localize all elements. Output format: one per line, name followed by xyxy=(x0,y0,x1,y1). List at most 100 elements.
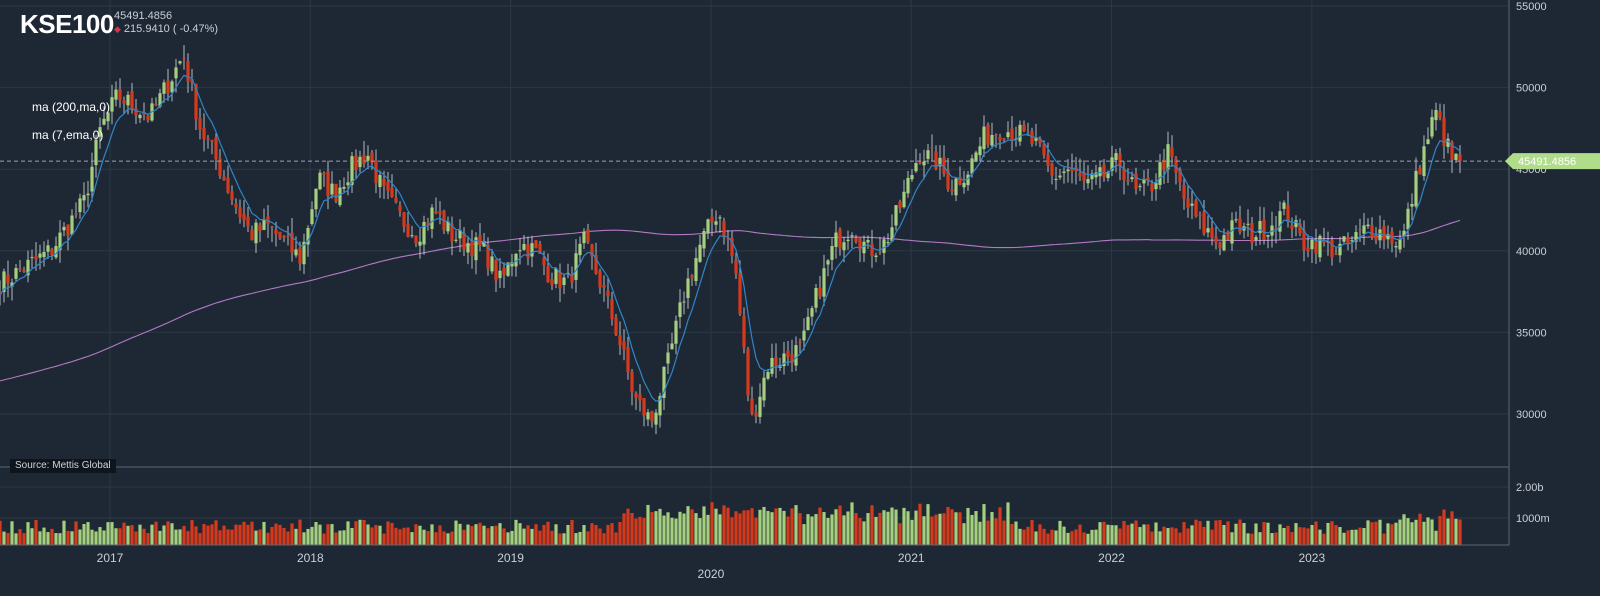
candle-body xyxy=(282,236,286,238)
candle-body xyxy=(846,239,850,242)
volume-bar xyxy=(1230,532,1234,545)
candle-body xyxy=(234,203,238,208)
volume-bar xyxy=(1310,524,1314,545)
volume-bar xyxy=(1458,519,1462,545)
volume-bar xyxy=(246,524,250,545)
candle-body xyxy=(774,357,778,366)
volume-bar xyxy=(1058,520,1062,545)
candle-body xyxy=(238,207,242,218)
volume-bar xyxy=(70,531,74,545)
volume-bar xyxy=(958,512,962,545)
candle-body xyxy=(934,151,938,170)
candle-body xyxy=(1402,230,1406,236)
volume-bar xyxy=(1234,523,1238,545)
candle-body xyxy=(294,249,298,256)
candle-body xyxy=(970,158,974,174)
candle-body xyxy=(798,341,802,343)
candle-body xyxy=(1102,164,1106,177)
candle-body xyxy=(1046,154,1050,166)
volume-bar xyxy=(118,528,122,545)
volume-bar xyxy=(1198,521,1202,545)
price-tag-label: 45491.4856 xyxy=(1518,156,1576,168)
candle-body xyxy=(1290,225,1294,229)
volume-bar xyxy=(1438,516,1442,545)
candle-body xyxy=(190,78,194,83)
candle-body xyxy=(286,235,290,237)
volume-bar xyxy=(518,523,522,545)
candle-body xyxy=(1114,153,1118,160)
volume-bar xyxy=(962,523,966,545)
volume-bar xyxy=(1126,524,1130,545)
volume-bar xyxy=(1006,502,1010,545)
volume-bar xyxy=(706,514,710,545)
candle-body xyxy=(794,345,798,366)
volume-bar xyxy=(598,528,602,545)
volume-bar xyxy=(270,526,274,545)
volume-bar xyxy=(1422,521,1426,545)
volume-bar xyxy=(714,508,718,545)
candle-body xyxy=(562,277,566,286)
candle-body xyxy=(1026,133,1030,135)
volume-bar xyxy=(982,504,986,545)
candle-body xyxy=(942,157,946,174)
volume-bar xyxy=(506,532,510,545)
candle-body xyxy=(114,89,118,100)
indicator-ema7-label[interactable]: ma (7,ema,0) xyxy=(32,128,104,142)
candle-body xyxy=(82,195,86,201)
candle-body xyxy=(1366,224,1370,227)
volume-bar xyxy=(918,503,922,545)
candle-body xyxy=(138,115,142,119)
candle-body xyxy=(890,227,894,242)
candle-body xyxy=(602,285,606,288)
candle-body xyxy=(206,138,210,140)
candle-body xyxy=(2,271,6,292)
candle-body xyxy=(1346,237,1350,244)
candle-body xyxy=(62,226,66,231)
candle-body xyxy=(758,396,762,417)
volume-bar xyxy=(934,514,938,545)
volume-bar xyxy=(466,524,470,545)
volume-bar xyxy=(398,529,402,545)
candle-body xyxy=(418,241,422,246)
candle-body xyxy=(678,302,682,317)
candle-body xyxy=(26,259,30,276)
volume-bar xyxy=(2,531,6,545)
candle-body xyxy=(1246,223,1250,225)
indicator-ma200-label[interactable]: ma (200,ma,0) xyxy=(32,100,111,114)
candle-body xyxy=(534,240,538,248)
candle-body xyxy=(1358,229,1362,231)
volume-bar xyxy=(358,519,362,545)
candle-body xyxy=(214,137,218,159)
volume-bar xyxy=(870,505,874,545)
candle-body xyxy=(870,244,874,257)
candle-body xyxy=(838,229,842,249)
candle-body xyxy=(1222,235,1226,251)
volume-bar xyxy=(482,525,486,545)
candle-body xyxy=(126,94,130,106)
candle-body xyxy=(990,135,994,146)
candle-body xyxy=(1446,138,1450,147)
volume-bar xyxy=(230,529,234,545)
candle-body xyxy=(482,240,486,247)
volume-bar xyxy=(410,532,414,545)
candle-body xyxy=(1174,158,1178,173)
volume-bar xyxy=(922,516,926,545)
volume-bar xyxy=(14,533,18,545)
volume-bar xyxy=(1406,518,1410,545)
candle-body xyxy=(658,396,662,416)
candle-body xyxy=(1070,167,1074,171)
candle-body xyxy=(498,270,502,279)
volume-bar xyxy=(490,526,494,545)
candle-body xyxy=(302,241,306,265)
candle-body xyxy=(1418,167,1422,175)
volume-bar xyxy=(1106,524,1110,545)
candle-body xyxy=(742,316,746,348)
candle-body xyxy=(986,124,990,145)
candle-body xyxy=(1086,179,1090,184)
candle-body xyxy=(506,262,510,276)
candle-body xyxy=(750,398,754,414)
price-tick-label: 40000 xyxy=(1516,246,1547,258)
volume-bar xyxy=(1178,532,1182,545)
volume-bar xyxy=(886,511,890,545)
